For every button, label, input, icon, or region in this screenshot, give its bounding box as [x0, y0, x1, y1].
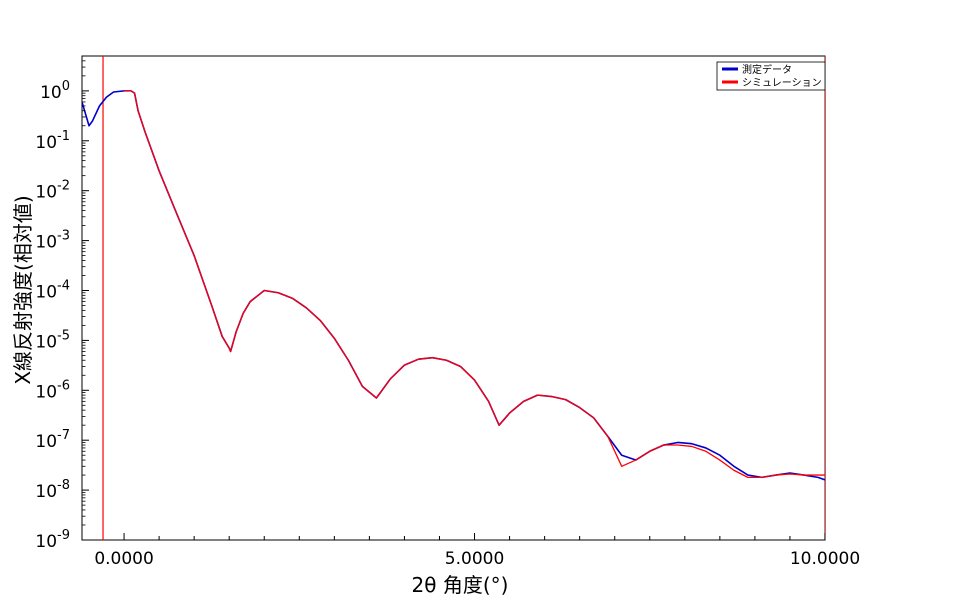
- y-tick-label: 10-2: [35, 179, 70, 203]
- x-tick-label: 10.0000: [790, 549, 860, 569]
- legend-label-simulation: シミュレーション: [742, 78, 822, 89]
- y-tick-label: 10-3: [35, 229, 70, 253]
- legend: 測定データ シミュレーション: [716, 61, 826, 91]
- y-tick-label: 10-5: [35, 328, 70, 352]
- x-axis-label: 2θ 角度(°): [412, 573, 509, 597]
- legend-box: [716, 61, 826, 91]
- x-tick-label: 5.0000: [445, 549, 504, 569]
- plot-frame: [81, 55, 826, 541]
- y-tick-label: 100: [40, 79, 70, 103]
- y-tick-label: 10-8: [35, 478, 70, 502]
- x-tick-label: 0.0000: [94, 549, 153, 569]
- y-axis-label: X線反射強度(相対値): [11, 195, 35, 384]
- y-tick-label: 10-9: [35, 528, 70, 552]
- series-line-simulation: [124, 90, 825, 479]
- y-tick-label: 10-1: [35, 129, 70, 153]
- y-tick-label: 10-7: [35, 428, 70, 452]
- y-tick-label: 10-6: [35, 378, 70, 402]
- legend-label-measured: 測定データ: [742, 63, 792, 76]
- y-tick-label: 10-4: [35, 278, 70, 302]
